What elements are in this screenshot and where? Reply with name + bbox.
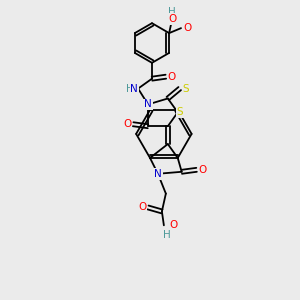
Text: O: O: [168, 14, 176, 24]
Text: O: O: [183, 23, 191, 33]
Text: O: O: [168, 72, 176, 82]
Text: O: O: [123, 119, 131, 129]
Text: N: N: [144, 99, 152, 110]
Text: H: H: [126, 84, 134, 94]
Text: S: S: [182, 84, 189, 94]
Text: H: H: [163, 230, 171, 240]
Text: O: O: [138, 202, 146, 212]
Text: N: N: [130, 84, 138, 94]
Text: N: N: [154, 169, 162, 179]
Text: H: H: [168, 7, 176, 17]
Text: S: S: [176, 107, 183, 117]
Text: H: H: [183, 22, 191, 32]
Text: O: O: [170, 220, 178, 230]
Text: O: O: [198, 165, 207, 175]
